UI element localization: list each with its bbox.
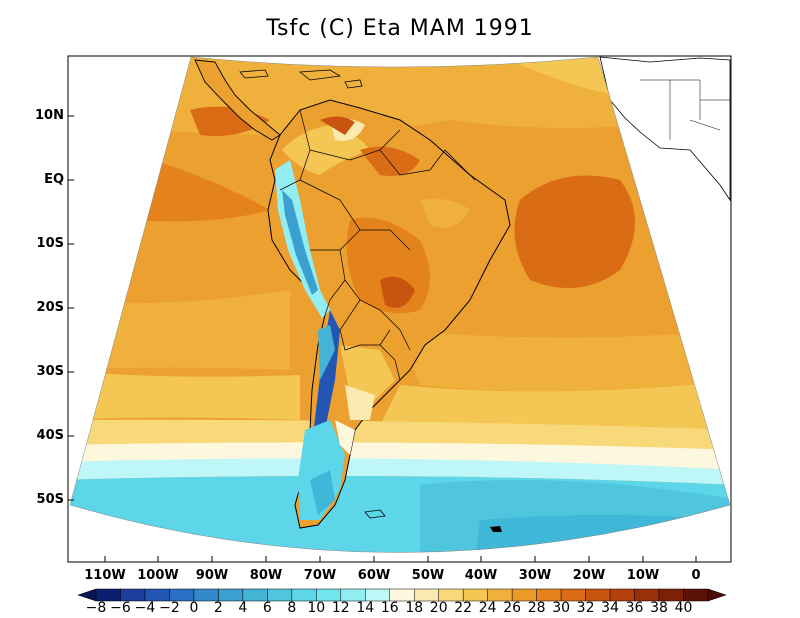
colorbar-label: 28 xyxy=(527,600,546,616)
central-america-land xyxy=(194,59,281,141)
longitude-label: 40W xyxy=(464,568,498,583)
colorbar-label: 22 xyxy=(454,600,473,616)
africa-coastline xyxy=(599,56,731,202)
longitude-label: 20W xyxy=(572,568,606,583)
longitude-label: 0 xyxy=(691,568,701,583)
colorbar-label: −6 xyxy=(110,600,131,616)
colorbar-label: 10 xyxy=(307,600,326,616)
colorbar-label: 40 xyxy=(674,600,693,616)
latitude-label: 40S xyxy=(36,428,64,443)
colorbar-label: 32 xyxy=(576,600,595,616)
colorbar-high-arrow xyxy=(707,588,727,602)
colorbar-label: 2 xyxy=(213,600,223,616)
country-borders xyxy=(279,109,476,381)
colorbar-low-arrow xyxy=(77,588,97,602)
latitude-label: 30S xyxy=(36,364,64,379)
longitude-label: 80W xyxy=(249,568,283,583)
colorbar-label: 30 xyxy=(552,600,571,616)
colorbar-label: 24 xyxy=(478,600,497,616)
latitude-label: EQ xyxy=(44,172,64,187)
colorbar-label: 14 xyxy=(356,600,375,616)
colorbar-label: 18 xyxy=(405,600,424,616)
colorbar-label: 6 xyxy=(262,600,272,616)
longitude-label: 110W xyxy=(84,568,126,583)
latitude-label: 20S xyxy=(36,300,64,315)
axis-ticks xyxy=(68,115,697,562)
longitude-label: 60W xyxy=(357,568,391,583)
latitude-label: 50S xyxy=(36,492,64,507)
colorbar-label: 16 xyxy=(380,600,399,616)
domain-outline xyxy=(69,56,731,553)
latitude-label: 10S xyxy=(36,236,64,251)
colorbar-label: 34 xyxy=(601,600,619,616)
colorbar-label: 26 xyxy=(503,600,522,616)
colorbar-label: −4 xyxy=(134,600,156,616)
longitude-label: 30W xyxy=(518,568,552,583)
colorbar-label: 4 xyxy=(238,600,248,616)
colorbar-label: 0 xyxy=(189,600,199,616)
latitude-label: 10N xyxy=(35,108,64,123)
colorbar xyxy=(77,588,727,602)
colorbar-label: 20 xyxy=(429,600,448,616)
longitude-label: 10W xyxy=(626,568,660,583)
longitude-label: 70W xyxy=(303,568,337,583)
colorbar-label: 12 xyxy=(331,600,350,616)
colorbar-label: −2 xyxy=(159,600,180,616)
longitude-label: 90W xyxy=(195,568,229,583)
africa-borders xyxy=(640,79,730,140)
map-title: Tsfc (C) Eta MAM 1991 xyxy=(266,16,534,41)
colorbar-label: −8 xyxy=(85,600,107,616)
longitude-label: 100W xyxy=(137,568,179,583)
longitude-label: 50W xyxy=(411,568,445,583)
colorbar-label: 8 xyxy=(287,600,297,616)
colorbar-label: 36 xyxy=(625,600,644,616)
colorbar-label: 38 xyxy=(650,600,668,616)
